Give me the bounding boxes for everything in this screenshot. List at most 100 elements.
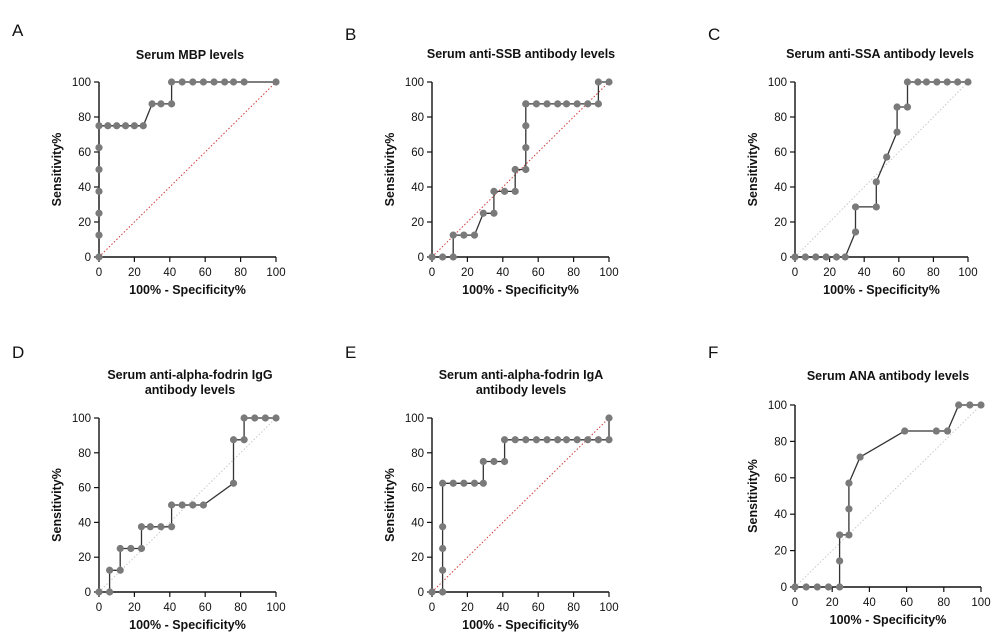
data-point bbox=[439, 566, 447, 574]
x-tick-label: 20 bbox=[461, 602, 474, 614]
data-point bbox=[189, 501, 197, 509]
y-tick-label: 60 bbox=[411, 483, 424, 495]
y-tick-label: 100 bbox=[405, 77, 424, 89]
y-tick-label: 0 bbox=[781, 582, 787, 594]
panel-letter: B bbox=[345, 25, 356, 44]
y-tick-label: 100 bbox=[72, 77, 91, 89]
y-tick-label: 100 bbox=[768, 77, 787, 89]
data-point bbox=[113, 122, 121, 130]
y-tick-label: 20 bbox=[78, 552, 91, 564]
chart-title-line: antibody levels bbox=[476, 383, 566, 397]
x-tick-label: 100 bbox=[266, 602, 285, 614]
data-point bbox=[449, 231, 457, 239]
data-point bbox=[845, 505, 853, 513]
x-tick-label: 100 bbox=[266, 267, 285, 279]
data-point bbox=[903, 103, 912, 111]
data-point bbox=[479, 479, 487, 487]
y-tick-label: 80 bbox=[774, 112, 787, 124]
data-point bbox=[167, 78, 176, 86]
data-point bbox=[836, 557, 844, 565]
data-point bbox=[522, 144, 530, 152]
data-point bbox=[977, 401, 985, 409]
data-point bbox=[210, 78, 218, 86]
y-tick-label: 0 bbox=[85, 252, 91, 264]
y-axis-label: Sensitivity% bbox=[383, 468, 397, 542]
data-point bbox=[522, 436, 530, 444]
data-point bbox=[167, 100, 176, 108]
x-tick-label: 20 bbox=[461, 267, 474, 279]
data-point bbox=[479, 209, 487, 217]
data-point bbox=[562, 100, 571, 108]
data-point bbox=[943, 427, 952, 435]
data-point bbox=[167, 523, 176, 531]
data-point bbox=[836, 583, 844, 591]
x-tick-label: 60 bbox=[532, 602, 545, 614]
data-point bbox=[460, 479, 468, 487]
x-axis-label: 100% - Specificity% bbox=[462, 618, 579, 632]
data-point bbox=[95, 253, 103, 261]
y-tick-label: 20 bbox=[774, 546, 787, 558]
y-tick-label: 40 bbox=[411, 517, 424, 529]
y-tick-label: 40 bbox=[774, 509, 787, 521]
data-point bbox=[605, 414, 613, 422]
data-point bbox=[95, 144, 103, 152]
data-point bbox=[791, 253, 799, 261]
data-point bbox=[272, 78, 280, 86]
data-point bbox=[95, 187, 103, 195]
x-tick-label: 80 bbox=[567, 267, 580, 279]
data-point bbox=[845, 531, 853, 539]
data-point bbox=[872, 178, 880, 186]
data-point bbox=[470, 479, 479, 487]
y-tick-label: 80 bbox=[78, 112, 91, 124]
data-point bbox=[955, 401, 963, 409]
data-point bbox=[229, 479, 238, 487]
data-point bbox=[470, 231, 479, 239]
chart-title: Serum anti-SSA antibody levels bbox=[786, 47, 974, 61]
data-point bbox=[554, 100, 562, 108]
x-tick-label: 40 bbox=[163, 602, 176, 614]
data-point bbox=[893, 103, 901, 111]
x-tick-label: 20 bbox=[826, 597, 839, 609]
panel-letter: A bbox=[12, 21, 24, 40]
x-tick-label: 20 bbox=[128, 602, 141, 614]
reference-line bbox=[794, 404, 982, 588]
y-tick-label: 20 bbox=[774, 217, 787, 229]
y-tick-label: 40 bbox=[411, 182, 424, 194]
y-tick-label: 0 bbox=[85, 587, 91, 599]
data-point bbox=[189, 78, 197, 86]
data-point bbox=[116, 566, 124, 574]
x-axis-label: 100% - Specificity% bbox=[823, 283, 940, 297]
x-tick-label: 60 bbox=[199, 602, 212, 614]
data-point bbox=[139, 122, 147, 130]
panel-a: A Serum MBP levels 0 20 40 60 80 100 0 20 40 60 80 10… bbox=[12, 21, 286, 297]
roc-curve bbox=[432, 81, 609, 258]
reference-line bbox=[431, 81, 610, 258]
x-tick-label: 0 bbox=[429, 267, 435, 279]
y-tick-label: 60 bbox=[78, 147, 91, 159]
data-point bbox=[137, 523, 146, 531]
x-axis-label: 100% - Specificity% bbox=[462, 283, 579, 297]
data-point bbox=[106, 566, 114, 574]
x-tick-label: 80 bbox=[567, 602, 580, 614]
y-tick-label: 80 bbox=[411, 112, 424, 124]
data-point bbox=[428, 588, 436, 596]
data-point bbox=[148, 100, 156, 108]
y-tick-label: 40 bbox=[774, 182, 787, 194]
data-point bbox=[532, 436, 541, 444]
data-point bbox=[449, 479, 457, 487]
data-point bbox=[428, 253, 436, 261]
data-point bbox=[272, 414, 280, 422]
data-point bbox=[229, 436, 238, 444]
data-point bbox=[490, 187, 498, 195]
data-point bbox=[554, 436, 562, 444]
y-tick-label: 0 bbox=[418, 587, 424, 599]
x-tick-label: 40 bbox=[858, 267, 871, 279]
y-axis-label: Sensitivity% bbox=[50, 468, 64, 542]
data-point bbox=[893, 128, 901, 136]
data-point bbox=[95, 209, 103, 217]
data-point bbox=[106, 588, 114, 596]
data-point bbox=[137, 544, 146, 553]
x-tick-label: 80 bbox=[937, 597, 950, 609]
